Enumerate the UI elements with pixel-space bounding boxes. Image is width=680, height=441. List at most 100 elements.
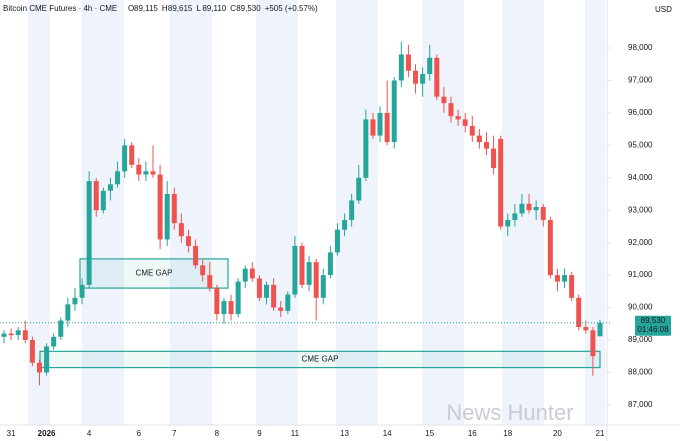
candle-body — [519, 203, 525, 214]
candle-body — [214, 288, 220, 315]
candle-body — [36, 362, 42, 373]
x-tick-label: 13 — [340, 429, 349, 438]
candle-body — [193, 245, 199, 266]
y-tick-label: 92,000 — [628, 238, 653, 247]
candle-body — [405, 54, 411, 71]
candle-body — [8, 333, 14, 336]
candle-body — [178, 223, 184, 237]
candle-body — [384, 112, 390, 143]
candle-body — [221, 301, 227, 315]
candle-body — [200, 265, 206, 276]
x-tick-label: 16 — [468, 429, 477, 438]
candle-body — [292, 245, 298, 295]
x-tick-label: 8 — [215, 429, 220, 438]
candle-body — [526, 203, 532, 211]
candle-body — [264, 284, 270, 298]
x-tick-label: 14 — [383, 429, 392, 438]
candle-body — [164, 194, 170, 240]
watermark: News Hunter — [446, 400, 573, 425]
ohlc-key: H — [162, 4, 168, 13]
gap-box — [39, 350, 601, 369]
candle-body — [256, 278, 262, 298]
candle-body — [533, 206, 539, 211]
candle-body — [583, 327, 589, 331]
candle-body — [79, 284, 85, 298]
candle-body — [285, 294, 291, 311]
ohlc-value: 89,615 — [168, 4, 193, 13]
y-tick-label: 96,000 — [628, 108, 653, 117]
candle-body — [100, 190, 106, 211]
x-tick-label: 7 — [172, 429, 177, 438]
candle-body — [498, 138, 504, 227]
candle-body — [242, 268, 248, 282]
candle-body — [320, 275, 326, 298]
candle-body — [15, 330, 21, 336]
candle-body — [469, 125, 475, 136]
candle-body — [491, 148, 497, 169]
candle-body — [22, 330, 28, 340]
x-tick-label: 31 — [7, 429, 16, 438]
x-tick-label: 20 — [553, 429, 562, 438]
y-tick-label: 95,000 — [628, 140, 653, 149]
y-tick-label: 89,000 — [628, 335, 653, 344]
candle-body — [150, 171, 156, 175]
y-tick-label: 93,000 — [628, 205, 653, 214]
candle-body — [370, 119, 376, 136]
candle-body — [65, 304, 71, 321]
ohlc-key: L — [196, 4, 201, 13]
candle-body — [363, 119, 369, 178]
candle-body — [562, 275, 568, 282]
candle-body — [207, 275, 213, 289]
candle-body — [129, 145, 135, 165]
x-tick-label: 6 — [137, 429, 142, 438]
x-tick-label: 15 — [425, 429, 434, 438]
candle-body — [420, 73, 426, 84]
ohlc-key: C — [230, 4, 236, 13]
candle-body — [58, 320, 64, 337]
candle-body — [434, 57, 440, 97]
y-tick-label: 87,000 — [628, 400, 653, 409]
y-tick-label: 88,000 — [628, 368, 653, 377]
candle-body — [1, 333, 7, 337]
candle-body — [547, 219, 553, 276]
x-tick-label: 21 — [596, 429, 605, 438]
candle-body — [249, 268, 255, 279]
ohlc-value: 89,530 — [236, 4, 261, 13]
x-tick-label: 18 — [503, 429, 512, 438]
candle-body — [448, 103, 454, 117]
y-tick-label: 91,000 — [628, 270, 653, 279]
candle-body — [327, 252, 333, 276]
ohlc-value: 89,110 — [202, 4, 226, 13]
candle-body — [597, 322, 603, 337]
x-tick-label: 11 — [291, 429, 300, 438]
x-tick-label: 2026 — [38, 429, 56, 438]
gap-label: CME GAP — [136, 269, 173, 278]
candle-body — [271, 284, 277, 308]
candle-body — [107, 184, 113, 191]
candle-body — [356, 177, 362, 201]
last-price-label: 89,530 — [641, 316, 666, 325]
candle-body — [462, 119, 468, 126]
candle-body — [143, 171, 149, 175]
candle-body — [391, 80, 397, 143]
candle-body — [398, 54, 404, 81]
candle-body — [505, 219, 511, 227]
candle-body — [72, 297, 78, 305]
candle-body — [569, 275, 575, 298]
last-price-tag — [635, 315, 671, 336]
candle-body — [334, 229, 340, 253]
candle-body — [306, 262, 312, 285]
gap-label: CME GAP — [302, 355, 339, 364]
candle-body — [235, 281, 241, 315]
candle-body — [413, 70, 419, 84]
currency: USD — [655, 5, 672, 14]
candle-body — [476, 135, 482, 143]
candle-body — [171, 194, 177, 224]
candle-body — [441, 96, 447, 104]
x-tick-label: 4 — [87, 429, 92, 438]
ohlc-key: O — [128, 4, 134, 13]
candle-body — [228, 301, 234, 315]
candle-body — [342, 219, 348, 230]
chart-title: Bitcoin CME Futures · 4h · CME — [3, 4, 117, 13]
